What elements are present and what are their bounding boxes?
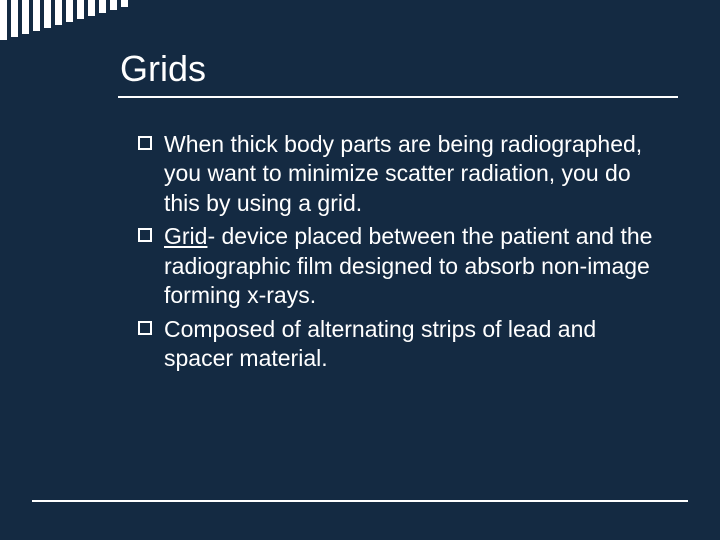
bullet-item: Grid- device placed between the patient … [138, 222, 670, 310]
decor-bar [66, 0, 73, 22]
slide-title: Grids [120, 48, 670, 90]
bullet-prefix: Grid [164, 223, 207, 249]
decor-bar [121, 0, 128, 7]
decor-bar [22, 0, 29, 34]
title-divider [118, 96, 678, 98]
decor-bar [44, 0, 51, 28]
decor-bar [110, 0, 117, 10]
slide-content: Grids When thick body parts are being ra… [0, 0, 720, 374]
decor-bar [55, 0, 62, 25]
bullet-item: Composed of alternating strips of lead a… [138, 315, 670, 374]
decor-bar [88, 0, 95, 16]
footer-divider [32, 500, 688, 502]
bullet-item: When thick body parts are being radiogra… [138, 130, 670, 218]
decor-bar [33, 0, 40, 31]
decor-bars [0, 0, 132, 40]
decor-bar [0, 0, 7, 40]
decor-bar [77, 0, 84, 19]
decor-bar [11, 0, 18, 37]
bullet-list: When thick body parts are being radiogra… [120, 130, 670, 374]
decor-bar [99, 0, 106, 13]
